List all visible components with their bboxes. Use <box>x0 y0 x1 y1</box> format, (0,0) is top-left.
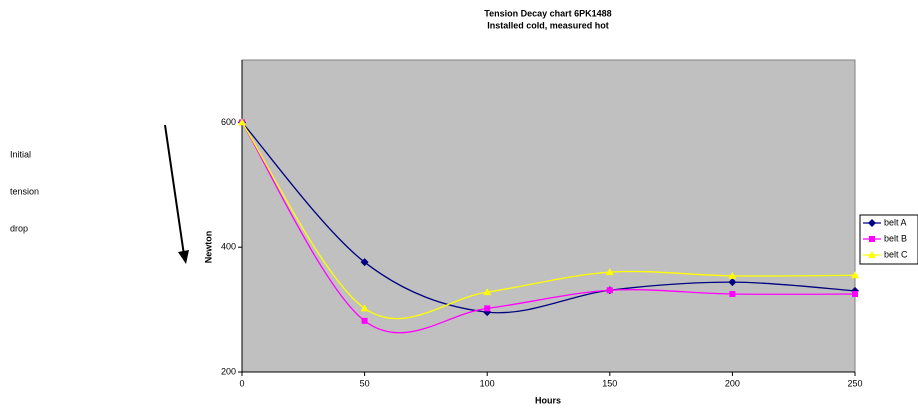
marker <box>484 305 491 312</box>
marker <box>851 271 859 279</box>
x-tick-label: 250 <box>847 378 862 388</box>
marker <box>360 304 369 312</box>
y-tick-label: 400 <box>221 242 236 252</box>
series-line <box>241 121 856 314</box>
x-tick-label: 50 <box>360 378 370 388</box>
arrow-shaft <box>164 124 185 256</box>
legend-marker <box>868 251 876 258</box>
x-axis-label: Hours <box>535 395 561 405</box>
marker <box>728 271 737 279</box>
marker <box>606 287 613 294</box>
y-tick-label: 200 <box>221 366 236 376</box>
annotation: drop <box>10 223 28 233</box>
annotation: tension <box>10 186 39 196</box>
legend-marker <box>869 236 875 242</box>
marker <box>852 291 858 297</box>
legend-label: belt A <box>884 217 907 227</box>
y-axis-label: Newton <box>203 231 213 264</box>
series-line <box>241 122 856 320</box>
marker <box>361 317 368 324</box>
chart-title: Tension Decay chart 6PK1488 <box>484 8 611 18</box>
arrow-head <box>178 250 189 264</box>
chart-subtitle: Installed cold, measured hot <box>487 20 609 30</box>
plot-area <box>241 59 856 373</box>
legend-label: belt C <box>884 249 908 259</box>
y-tick-label: 600 <box>221 117 236 127</box>
legend-label: belt B <box>884 233 907 243</box>
marker <box>729 291 736 297</box>
series-line <box>241 122 856 334</box>
marker <box>483 288 492 296</box>
legend-marker <box>868 219 876 227</box>
marker <box>238 118 246 126</box>
annotation: Initial <box>10 149 31 159</box>
marker <box>605 268 614 276</box>
x-tick-label: 0 <box>239 378 244 388</box>
x-tick-label: 200 <box>725 378 740 388</box>
marker <box>728 278 737 287</box>
marker <box>360 258 369 267</box>
x-tick-label: 100 <box>480 378 495 388</box>
x-tick-label: 150 <box>602 378 617 388</box>
